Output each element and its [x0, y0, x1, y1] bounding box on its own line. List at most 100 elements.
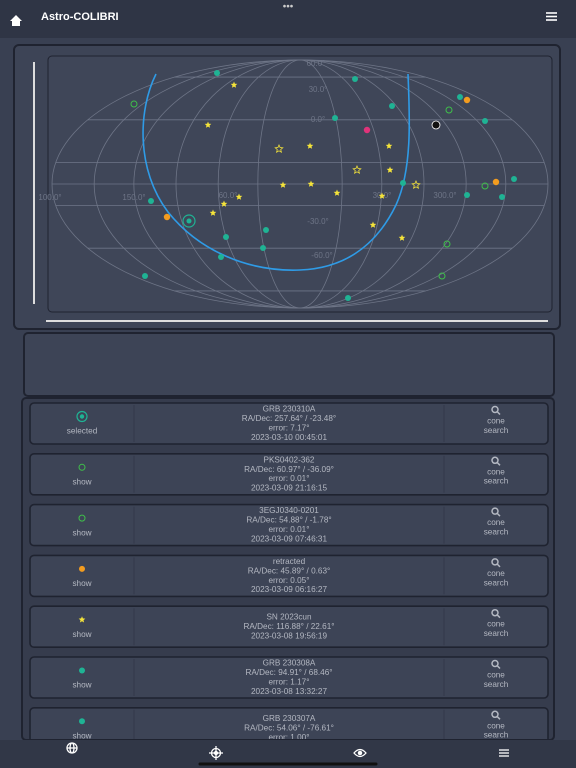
event-card[interactable]: [29, 707, 549, 749]
map-point[interactable]: [492, 178, 500, 186]
map-point[interactable]: [218, 254, 224, 260]
map-star[interactable]: [279, 181, 287, 188]
map-point[interactable]: [482, 118, 488, 124]
map-point[interactable]: [443, 240, 451, 248]
map-star[interactable]: [398, 234, 406, 241]
map-point[interactable]: [499, 194, 505, 200]
eye-icon[interactable]: [353, 748, 367, 758]
tab-list[interactable]: [499, 749, 509, 757]
map-label: 30.0°: [309, 85, 328, 94]
status-icon: [78, 616, 86, 623]
search-icon[interactable]: [491, 405, 499, 414]
map-star[interactable]: [209, 209, 217, 216]
event-card[interactable]: [29, 554, 549, 598]
map-selected[interactable]: [186, 218, 192, 224]
event-card[interactable]: [29, 503, 549, 547]
event-name: GRB 230310A: [263, 405, 316, 414]
map-star[interactable]: [386, 166, 394, 173]
map-point[interactable]: [130, 100, 138, 108]
map-star[interactable]: [352, 165, 362, 175]
event-card[interactable]: [29, 605, 549, 649]
map-star[interactable]: [204, 121, 212, 128]
status-label[interactable]: selected: [67, 427, 98, 436]
status-icon: [79, 718, 85, 725]
search-icon[interactable]: [491, 507, 499, 515]
tab-eye[interactable]: [353, 748, 367, 758]
search-icon[interactable]: [491, 558, 499, 566]
map-star[interactable]: [274, 144, 284, 154]
search-icon[interactable]: [491, 710, 499, 719]
tab-globe[interactable]: [66, 742, 78, 754]
map-point[interactable]: [142, 273, 148, 279]
map-point[interactable]: [400, 180, 406, 186]
selected-card[interactable]: [23, 332, 555, 397]
status-label[interactable]: show: [72, 528, 91, 537]
map-point[interactable]: [464, 192, 470, 198]
tab-target[interactable]: [209, 746, 223, 760]
search-icon[interactable]: [496, 563, 501, 568]
eye-icon[interactable]: [357, 750, 363, 756]
search-icon[interactable]: [496, 614, 501, 619]
map-star[interactable]: [378, 192, 386, 199]
search-icon[interactable]: [491, 608, 499, 617]
map-point[interactable]: [352, 76, 358, 82]
map-point[interactable]: [214, 70, 220, 76]
event-name: SN 2023cun: [266, 612, 312, 621]
map-point[interactable]: [260, 245, 266, 251]
event-card[interactable]: [29, 656, 549, 699]
map-point[interactable]: [163, 213, 171, 221]
search-icon[interactable]: [491, 659, 499, 668]
home-button[interactable]: [10, 15, 22, 26]
event-detail: RA/Dec: 116.88° / 22.61°: [243, 622, 334, 631]
map-label: 60.0°: [219, 191, 238, 200]
map-point[interactable]: [148, 198, 154, 204]
map-star[interactable]: [385, 142, 393, 149]
map-selected[interactable]: [182, 214, 196, 228]
map-point[interactable]: [438, 272, 446, 280]
map-point[interactable]: [431, 120, 441, 130]
event-card[interactable]: [29, 452, 549, 496]
map-star[interactable]: [235, 193, 243, 200]
status-label[interactable]: show: [72, 477, 91, 486]
search-icon[interactable]: [496, 512, 501, 517]
search-icon[interactable]: [491, 456, 499, 465]
search-icon[interactable]: [496, 461, 501, 466]
map-point[interactable]: [223, 234, 229, 240]
map-star[interactable]: [307, 180, 315, 187]
map-point[interactable]: [263, 227, 269, 233]
map-point[interactable]: [511, 176, 517, 182]
status-label[interactable]: show: [72, 579, 91, 588]
status-label[interactable]: show: [72, 731, 91, 740]
map-point[interactable]: [457, 94, 463, 100]
map-point[interactable]: [345, 295, 351, 301]
search-icon[interactable]: [496, 410, 501, 416]
event-card[interactable]: [29, 402, 549, 445]
map-star[interactable]: [369, 221, 377, 228]
map-star[interactable]: [411, 180, 421, 190]
map-point[interactable]: [332, 115, 338, 121]
search-icon[interactable]: [496, 664, 501, 670]
menu-button[interactable]: [546, 12, 557, 21]
map-star[interactable]: [220, 200, 228, 207]
map-star[interactable]: [333, 189, 341, 196]
status-label[interactable]: show: [72, 630, 91, 639]
map-star[interactable]: [306, 142, 314, 149]
map-point[interactable]: [463, 96, 471, 104]
map-point[interactable]: [389, 103, 395, 109]
status-label[interactable]: show: [72, 681, 91, 690]
map-label: 150.0°: [122, 193, 145, 202]
search-icon[interactable]: [496, 715, 501, 720]
map-star[interactable]: [230, 81, 238, 88]
event-name: GRB 230308A: [263, 659, 316, 668]
map-point[interactable]: [481, 182, 489, 190]
map-point[interactable]: [445, 106, 453, 114]
map-point[interactable]: [363, 126, 371, 134]
home-icon[interactable]: [10, 15, 22, 26]
